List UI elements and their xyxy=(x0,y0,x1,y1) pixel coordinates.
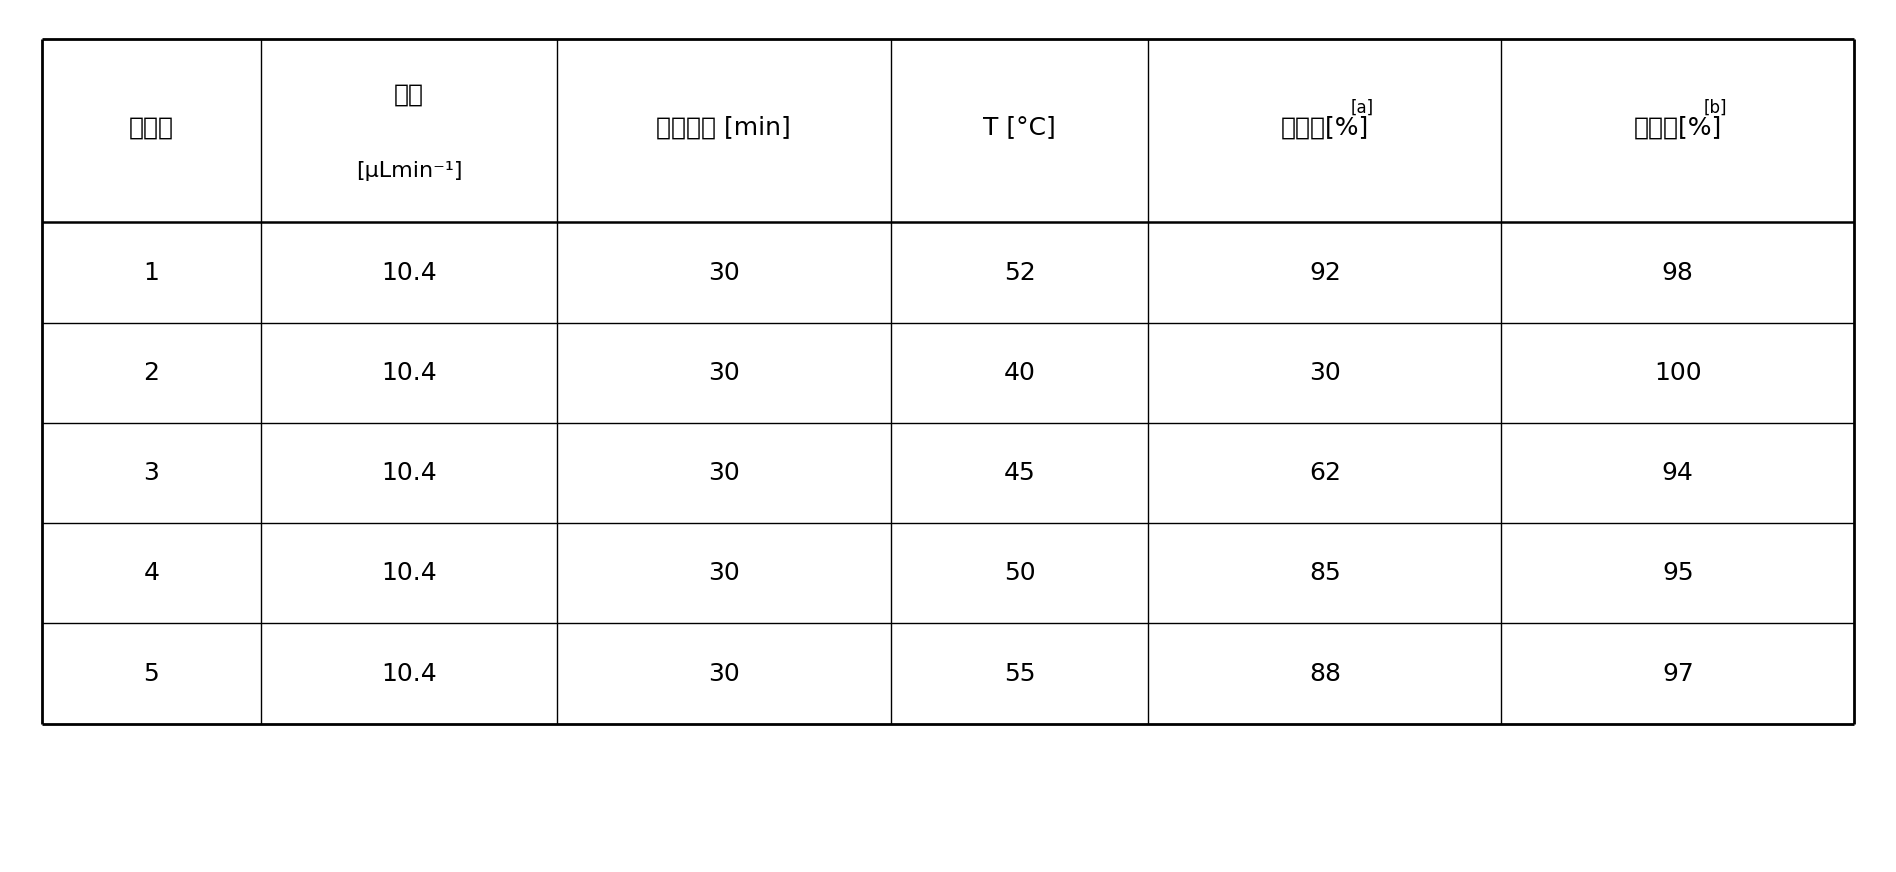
Text: 100: 100 xyxy=(1653,361,1701,385)
Text: 反应时间 [min]: 反应时间 [min] xyxy=(656,115,791,140)
Text: 10.4: 10.4 xyxy=(381,662,436,685)
Text: 52: 52 xyxy=(1003,261,1035,284)
Text: 2: 2 xyxy=(144,361,159,385)
Text: 10.4: 10.4 xyxy=(381,361,436,385)
Text: 97: 97 xyxy=(1663,662,1693,685)
Text: [μLmin⁻¹]: [μLmin⁻¹] xyxy=(356,161,463,181)
Text: 55: 55 xyxy=(1003,662,1035,685)
Text: 30: 30 xyxy=(1308,361,1340,385)
Text: 92: 92 xyxy=(1308,261,1340,284)
Text: 流速: 流速 xyxy=(394,82,425,106)
Text: 1: 1 xyxy=(144,261,159,284)
Text: 3: 3 xyxy=(144,461,159,485)
Text: 98: 98 xyxy=(1663,261,1693,284)
Text: 4: 4 xyxy=(144,562,159,585)
Text: 95: 95 xyxy=(1663,562,1693,585)
Text: 10.4: 10.4 xyxy=(381,562,436,585)
Text: 94: 94 xyxy=(1663,461,1693,485)
Text: 30: 30 xyxy=(707,461,739,485)
Text: 5: 5 xyxy=(144,662,159,685)
Text: 30: 30 xyxy=(707,361,739,385)
Text: 30: 30 xyxy=(707,261,739,284)
Text: 10.4: 10.4 xyxy=(381,261,436,284)
Text: T [°C]: T [°C] xyxy=(984,115,1056,140)
Text: 45: 45 xyxy=(1003,461,1035,485)
Text: [a]: [a] xyxy=(1350,99,1373,117)
Text: 40: 40 xyxy=(1003,361,1035,385)
Text: 85: 85 xyxy=(1308,562,1340,585)
Text: 10.4: 10.4 xyxy=(381,461,436,485)
Text: 选择性[%]: 选择性[%] xyxy=(1634,115,1722,140)
Text: [b]: [b] xyxy=(1703,99,1727,117)
Text: 实施例: 实施例 xyxy=(129,115,174,140)
Text: 转化率[%]: 转化率[%] xyxy=(1280,115,1369,140)
Text: 30: 30 xyxy=(707,562,739,585)
Text: 50: 50 xyxy=(1003,562,1035,585)
Text: 88: 88 xyxy=(1308,662,1340,685)
Text: 62: 62 xyxy=(1308,461,1340,485)
Text: 30: 30 xyxy=(707,662,739,685)
